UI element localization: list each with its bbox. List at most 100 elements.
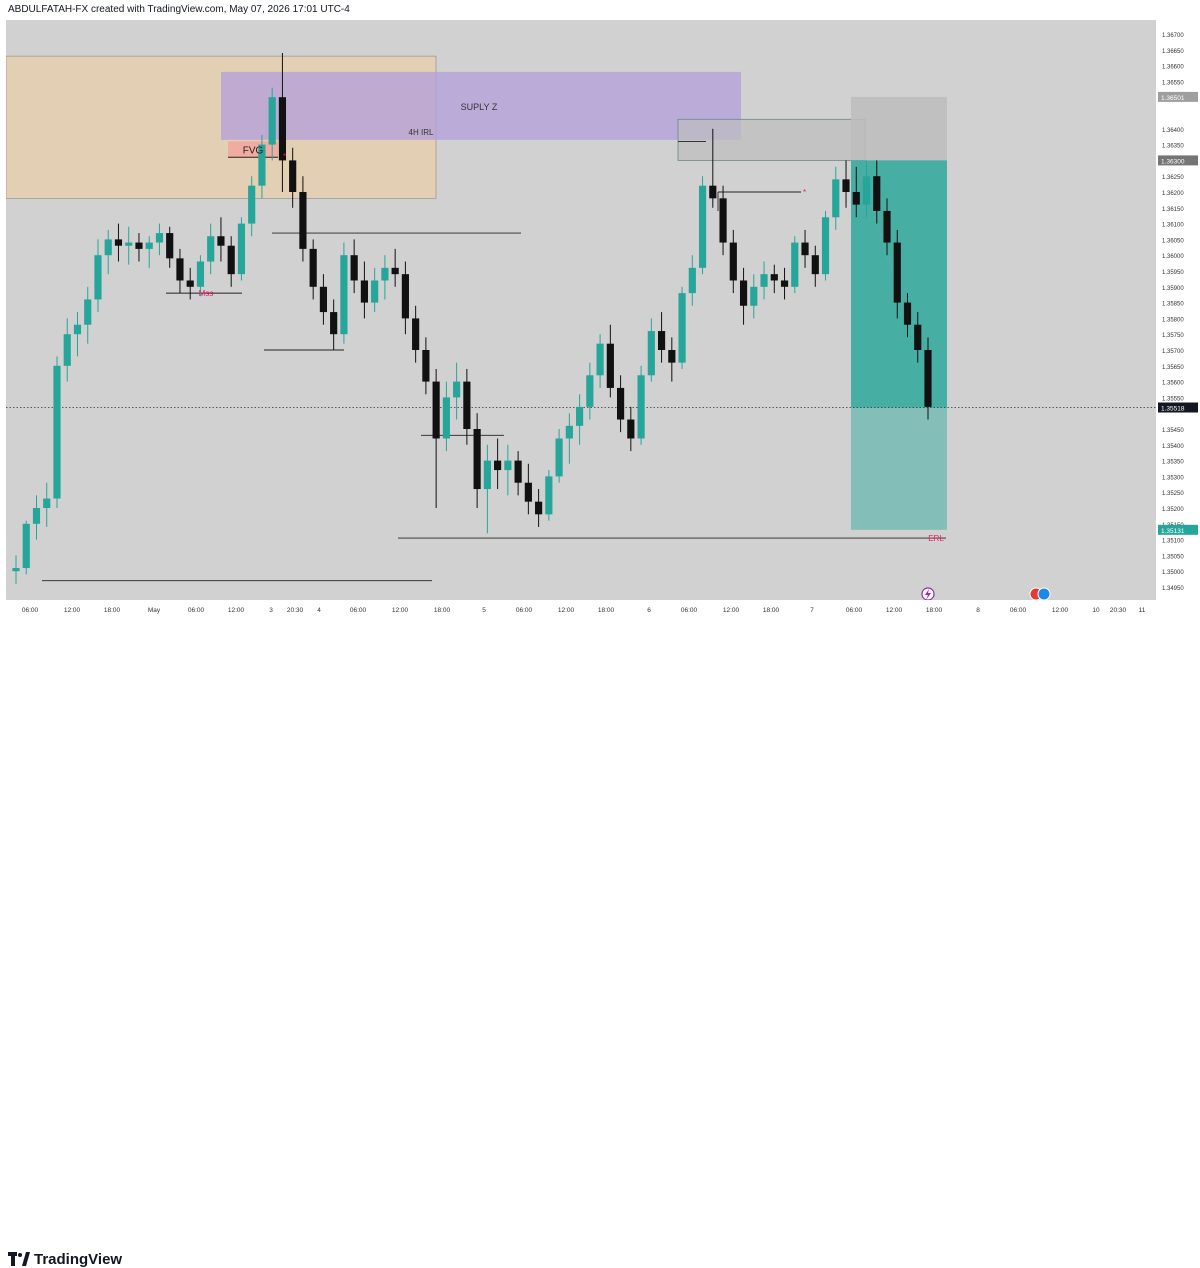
candle-body xyxy=(371,280,379,303)
time-tick-label: 12:00 xyxy=(558,607,575,614)
price-tick-label: 1.36350 xyxy=(1162,144,1184,150)
candle-body xyxy=(852,192,860,205)
candle-body xyxy=(463,381,471,429)
candle-body xyxy=(586,375,594,407)
price-badge-label: 1.35131 xyxy=(1161,528,1185,535)
price-tick-label: 1.35650 xyxy=(1162,365,1184,371)
candle-body xyxy=(104,239,112,256)
candle-body xyxy=(360,280,368,303)
time-tick-label: 06:00 xyxy=(846,607,863,614)
candle-body xyxy=(278,97,287,161)
price-badge xyxy=(1158,155,1198,166)
candle-body xyxy=(709,185,717,199)
price-tick-label: 1.35800 xyxy=(1162,317,1184,323)
candle-body xyxy=(53,365,61,499)
candle-body xyxy=(473,429,481,490)
candle-body xyxy=(401,274,409,319)
time-tick-label: 18:00 xyxy=(598,607,615,614)
candle-body xyxy=(63,334,71,366)
price-tick-label: 1.36000 xyxy=(1162,254,1184,260)
irl-label: 4H IRL xyxy=(409,128,434,137)
price-tick-label: 1.36700 xyxy=(1162,33,1184,39)
candle-body xyxy=(258,144,266,186)
candle-body xyxy=(924,350,932,407)
price-axis[interactable]: 1.36700 1.36650 1.36600 1.36550 1.36400 1.363… xyxy=(1156,20,1200,607)
candle-body xyxy=(729,242,737,281)
candle-body xyxy=(914,324,922,350)
chart-svg[interactable]: FVG SUPLY Z 4H IRL Mss ERL * * xyxy=(5,20,1156,607)
price-tick-label: 1.36100 xyxy=(1162,223,1184,229)
candle-body xyxy=(883,210,891,243)
price-tick-label: 1.35000 xyxy=(1162,570,1184,576)
time-tick-label: 12:00 xyxy=(64,607,81,614)
time-tick-label: 18:00 xyxy=(434,607,451,614)
flag-event-icon-2 xyxy=(1037,587,1051,601)
candle-body xyxy=(196,261,205,287)
price-tick-label: 1.36150 xyxy=(1162,207,1184,213)
mss-label: Mss xyxy=(199,289,214,298)
brand-text: TradingView xyxy=(34,1251,123,1268)
price-tick-label: 1.36650 xyxy=(1162,49,1184,55)
price-tick-label: 1.35850 xyxy=(1162,302,1184,308)
time-tick-label: 06:00 xyxy=(350,607,367,614)
candle-body xyxy=(719,198,727,243)
candle-body xyxy=(770,274,778,281)
price-tick-label: 1.36250 xyxy=(1162,175,1184,181)
candle-body xyxy=(330,312,338,335)
candle-body xyxy=(73,324,82,335)
retest-zone xyxy=(677,118,866,161)
candle-body xyxy=(268,97,276,145)
stop-zone xyxy=(851,96,947,161)
candle-body xyxy=(647,331,655,376)
lines-layer xyxy=(6,140,1156,582)
candle-body xyxy=(248,185,256,224)
candle-body xyxy=(166,233,174,259)
time-tick-label: 4 xyxy=(317,607,321,614)
time-tick-label: 18:00 xyxy=(926,607,943,614)
candle-body xyxy=(596,343,604,376)
price-axis-svg: 1.36700 1.36650 1.36600 1.36550 1.36400 1.363… xyxy=(1158,33,1198,592)
candle-body xyxy=(811,255,819,275)
price-tick-label: 1.35550 xyxy=(1162,396,1184,402)
candle-body xyxy=(555,438,563,477)
fvg-marker: * xyxy=(283,152,286,161)
candle-body xyxy=(422,350,430,382)
time-axis[interactable]: 06:00 12:00 18:00 May 06:00 12:00 3 20:30 4 06:00… xyxy=(6,600,1156,620)
time-tick-label: 06:00 xyxy=(188,607,205,614)
candle-body xyxy=(289,160,297,192)
price-tick-label: 1.35300 xyxy=(1162,475,1184,481)
candle-body xyxy=(43,498,51,508)
price-tick-label: 1.35100 xyxy=(1162,539,1184,545)
price-tick-label: 1.35350 xyxy=(1162,460,1184,466)
time-tick-label: May xyxy=(148,607,161,614)
candle-body xyxy=(739,280,748,306)
candle-body xyxy=(606,343,614,388)
candle-body xyxy=(12,568,20,572)
time-tick-label: 7 xyxy=(810,607,814,614)
time-tick-label: 18:00 xyxy=(104,607,121,614)
time-tick-label: 12:00 xyxy=(1052,607,1069,614)
price-badge xyxy=(1158,402,1198,413)
chart-plot-area[interactable]: FVG SUPLY Z 4H IRL Mss ERL * * xyxy=(5,20,1156,607)
time-tick-label: 06:00 xyxy=(1010,607,1027,614)
candle-body xyxy=(565,425,573,439)
candle-body xyxy=(524,482,532,502)
candle-body xyxy=(504,460,512,471)
candle-body xyxy=(207,236,215,262)
candle-body xyxy=(801,242,809,256)
price-badge xyxy=(1158,524,1198,535)
candle-body xyxy=(535,501,543,515)
candle-body xyxy=(227,245,235,275)
price-tick-label: 1.35400 xyxy=(1162,444,1184,450)
candle-body xyxy=(678,293,686,363)
candle-body xyxy=(381,267,389,281)
candle-body xyxy=(750,286,758,306)
candle-body xyxy=(862,176,871,205)
time-tick-label: 6 xyxy=(647,607,651,614)
candle-body xyxy=(432,381,440,439)
candle-body xyxy=(176,258,184,281)
fvg-label: FVG xyxy=(243,145,264,156)
candle-body xyxy=(873,176,881,211)
candle-body xyxy=(412,318,420,350)
supply-zone xyxy=(221,71,741,140)
